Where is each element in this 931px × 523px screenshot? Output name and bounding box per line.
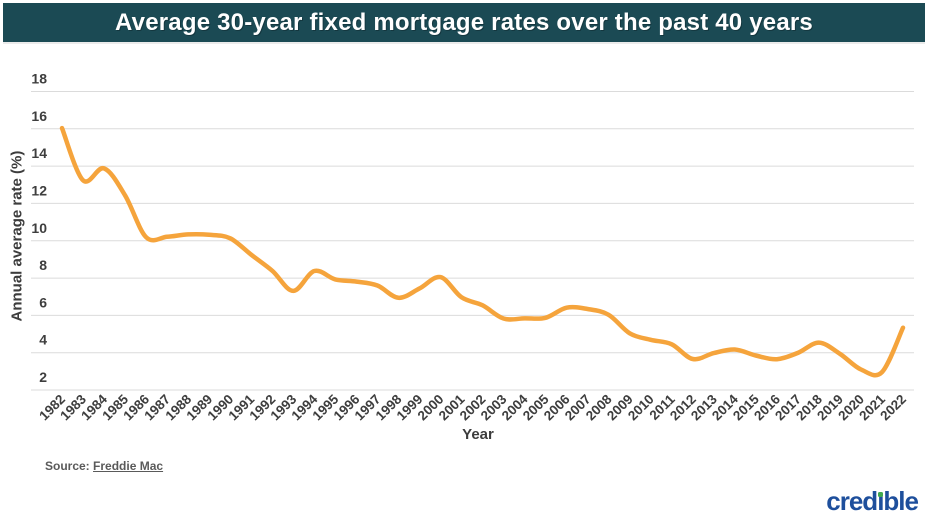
y-tick-label: 16 xyxy=(31,108,47,124)
y-tick-label: 8 xyxy=(39,257,47,273)
x-axis-title: Year xyxy=(462,426,494,443)
chart-title-banner: Average 30-year fixed mortgage rates ove… xyxy=(3,3,925,42)
chart-title: Average 30-year fixed mortgage rates ove… xyxy=(115,8,813,36)
source-note: Source: Freddie Mac xyxy=(45,459,163,473)
y-tick-label: 2 xyxy=(39,369,47,385)
mortgage-rate-line xyxy=(59,125,906,378)
y-tick-label: 12 xyxy=(31,182,47,198)
y-axis-title: Annual average rate (%) xyxy=(8,150,26,322)
logo-i-dot xyxy=(878,492,884,497)
source-link[interactable]: Freddie Mac xyxy=(93,459,164,473)
logo-text-left: cred xyxy=(826,486,878,516)
credible-logo: credı ble xyxy=(826,486,919,516)
y-tick-label: 10 xyxy=(31,220,47,236)
logo-dotless-i: ı xyxy=(877,486,884,516)
y-tick-label: 4 xyxy=(39,332,47,348)
y-tick-label: 6 xyxy=(39,294,47,310)
logo-text-right: ble xyxy=(883,486,919,516)
y-tick-label: 18 xyxy=(31,71,47,87)
y-tick-label: 14 xyxy=(31,145,47,161)
source-prefix: Source: xyxy=(45,459,90,473)
logo-letter-i: ı xyxy=(877,486,884,516)
